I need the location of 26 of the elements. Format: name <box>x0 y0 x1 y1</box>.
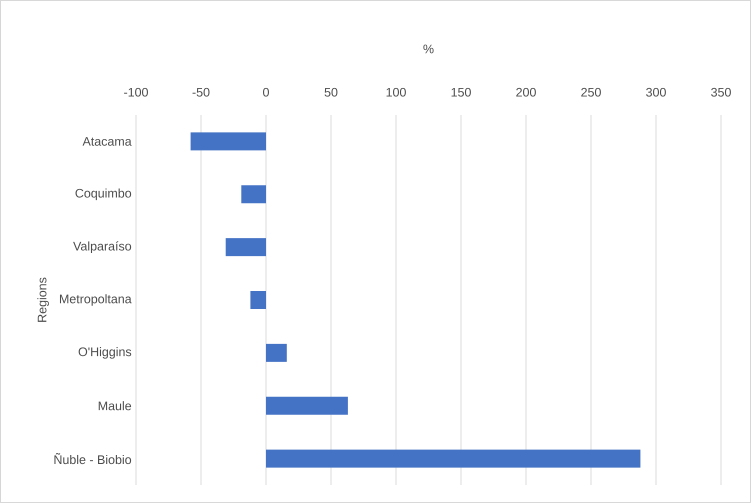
y-tick-label: Coquimbo <box>76 188 132 200</box>
y-tick-label: Maule <box>98 401 132 410</box>
x-tick-label: 250 <box>581 88 601 97</box>
y-tick-label: Metropoltana <box>60 294 132 306</box>
x-tick-label: 300 <box>646 88 666 97</box>
x-tick-label: 0 <box>263 88 269 97</box>
y-tick-label: Atacama <box>82 137 132 146</box>
x-tick-label: 100 <box>386 88 406 97</box>
bar <box>226 238 266 256</box>
y-axis-title: Regions <box>37 278 49 322</box>
x-axis-title: % <box>423 44 434 54</box>
y-tick-label: Ñuble - Biobio <box>54 453 132 464</box>
x-tick-label: 150 <box>452 88 471 97</box>
x-tick-label: -100 <box>124 88 148 97</box>
x-tick-label: -50 <box>192 88 210 97</box>
bar <box>266 450 640 468</box>
bar <box>266 344 287 362</box>
x-tick-label: 350 <box>711 88 731 97</box>
bar <box>266 396 348 415</box>
y-tick-label: Valparaíso <box>73 241 132 254</box>
bar <box>241 185 266 204</box>
x-tick-label: 50 <box>324 88 338 97</box>
x-tick-label: 200 <box>516 88 536 97</box>
bar <box>250 291 266 310</box>
bar <box>190 132 266 150</box>
y-tick-label: O'Higgins <box>78 347 132 359</box>
